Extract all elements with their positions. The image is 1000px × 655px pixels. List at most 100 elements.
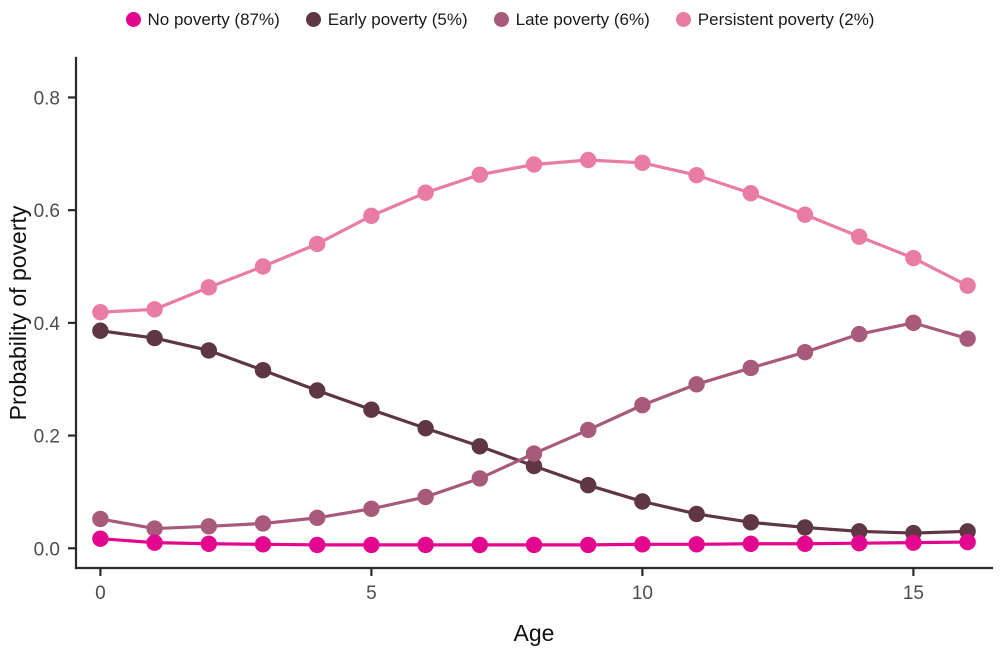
series-3 <box>92 151 976 321</box>
legend-item-label: Late poverty (6%) <box>515 9 650 29</box>
legend-item[interactable]: Early poverty (5%) <box>305 9 468 29</box>
data-point <box>146 534 163 551</box>
data-point <box>688 505 705 523</box>
data-point <box>634 154 651 172</box>
legend-item[interactable]: Late poverty (6%) <box>493 9 650 29</box>
y-axis-ticks: 0.0 0.2 0.4 0.6 0.8 <box>34 88 76 560</box>
y-tick-label: 0.2 <box>34 427 60 448</box>
data-point <box>200 342 217 359</box>
data-point <box>471 470 488 487</box>
x-tick-label: 15 <box>903 583 924 604</box>
data-point <box>471 166 488 183</box>
legend-swatch-icon <box>493 11 509 27</box>
data-point <box>200 279 217 296</box>
data-point <box>580 536 597 554</box>
data-point <box>688 376 705 393</box>
series-0 <box>92 530 976 554</box>
data-point <box>363 401 380 418</box>
data-point <box>471 438 488 455</box>
legend-item-label: No poverty (87%) <box>147 9 280 29</box>
data-point <box>525 457 543 475</box>
data-point <box>363 536 380 554</box>
data-point <box>254 536 272 553</box>
data-point <box>309 382 326 399</box>
data-point <box>417 488 434 506</box>
data-point <box>851 523 868 540</box>
data-point <box>580 421 597 439</box>
data-point <box>417 536 434 554</box>
y-tick-label: 0.4 <box>34 314 61 335</box>
data-point <box>959 330 976 347</box>
data-point <box>905 249 922 267</box>
data-point <box>580 151 597 169</box>
chart-plot-area: 0.0 0.2 0.4 0.6 0.8 0 5 10 15 Age Probability o… <box>0 38 1000 655</box>
data-point <box>851 325 868 343</box>
legend-swatch-icon <box>305 11 321 27</box>
series-line <box>98 158 970 314</box>
data-point <box>200 518 217 535</box>
legend-swatch-icon <box>125 11 141 27</box>
x-axis-ticks: 0 5 10 15 <box>95 568 924 604</box>
x-tick-label: 5 <box>366 583 377 604</box>
data-point <box>92 322 109 339</box>
data-point <box>580 476 597 494</box>
chart-legend: No poverty (87%) Early poverty (5%) Late p… <box>0 0 1000 38</box>
data-point <box>742 514 759 531</box>
series-2 <box>92 314 976 537</box>
data-point <box>92 510 109 528</box>
data-point <box>634 536 651 553</box>
data-point <box>796 206 814 223</box>
data-point <box>525 536 543 554</box>
data-point <box>525 445 543 462</box>
data-point <box>200 535 217 552</box>
data-point <box>742 359 759 377</box>
x-tick-label: 0 <box>95 583 106 604</box>
y-tick-label: 0.6 <box>34 201 60 222</box>
data-point <box>363 500 380 518</box>
data-point <box>146 301 163 318</box>
data-point <box>417 420 434 437</box>
series-group <box>92 151 976 554</box>
data-point <box>634 396 651 414</box>
series-1 <box>92 322 976 542</box>
data-point <box>959 277 976 294</box>
data-point <box>363 207 380 224</box>
x-axis-title: Age <box>514 620 555 646</box>
y-tick-label: 0.0 <box>34 539 60 560</box>
data-point <box>309 536 326 554</box>
data-point <box>254 362 272 379</box>
data-point <box>742 185 759 202</box>
data-point <box>471 536 488 554</box>
data-point <box>688 536 705 553</box>
data-point <box>92 303 109 321</box>
data-point <box>796 519 814 536</box>
data-point <box>525 156 543 173</box>
legend-item[interactable]: No poverty (87%) <box>125 9 280 29</box>
data-point <box>309 509 326 527</box>
legend-item-label: Early poverty (5%) <box>327 9 468 29</box>
data-point <box>146 329 163 347</box>
data-point <box>959 533 976 551</box>
data-point <box>92 530 109 547</box>
line-chart-svg: 0.0 0.2 0.4 0.6 0.8 0 5 10 15 Age Probability o… <box>5 56 994 646</box>
legend-item[interactable]: Persistent poverty (2%) <box>675 9 875 29</box>
data-point <box>851 228 868 245</box>
data-point <box>742 535 759 552</box>
data-point <box>796 343 814 361</box>
data-point <box>254 258 272 275</box>
data-point <box>254 515 272 532</box>
data-point <box>146 520 163 537</box>
y-axis-title: Probability of poverty <box>5 205 31 420</box>
data-point <box>688 167 705 184</box>
x-tick-label: 10 <box>632 583 653 604</box>
y-tick-label: 0.8 <box>34 88 60 109</box>
legend-item-label: Persistent poverty (2%) <box>697 9 875 29</box>
data-point <box>309 235 326 253</box>
data-point <box>851 535 868 552</box>
series-line <box>98 321 970 531</box>
data-point <box>634 493 651 510</box>
series-line <box>98 329 970 535</box>
legend-swatch-icon <box>675 11 691 27</box>
data-point <box>905 314 922 332</box>
data-point <box>417 184 434 201</box>
